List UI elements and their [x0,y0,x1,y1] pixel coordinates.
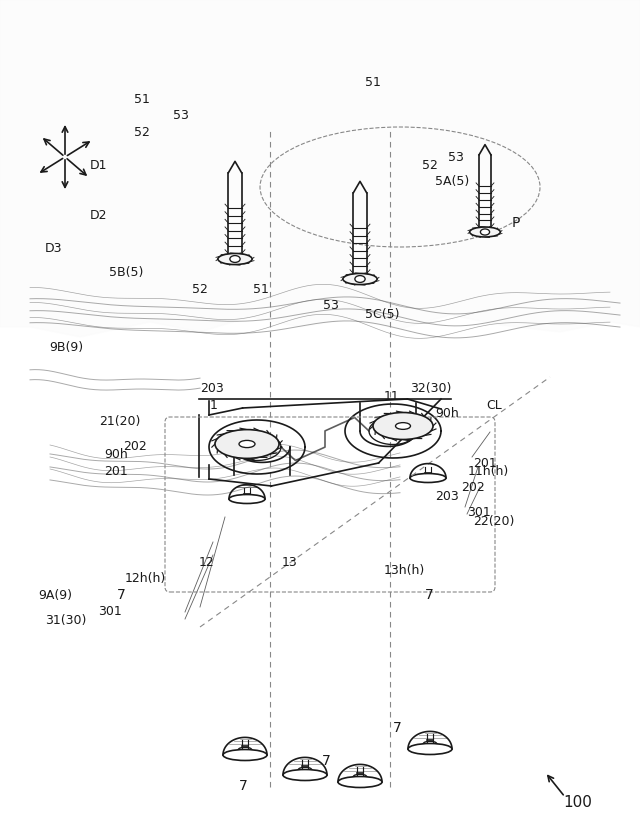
Ellipse shape [373,413,433,439]
Text: 51: 51 [365,76,381,89]
Text: 9B(9): 9B(9) [49,341,83,354]
Text: 21(20): 21(20) [99,415,141,428]
Text: 13h(h): 13h(h) [384,564,425,577]
Text: 53: 53 [173,109,189,122]
Text: 22(20): 22(20) [474,514,515,528]
Ellipse shape [239,748,252,752]
Text: 7: 7 [392,721,401,734]
Text: 5B(5): 5B(5) [109,266,143,280]
Text: 100: 100 [563,795,592,810]
Text: 9A(9): 9A(9) [38,589,72,602]
Text: 5C(5): 5C(5) [365,308,399,321]
Text: 7: 7 [117,589,126,602]
Ellipse shape [408,743,452,754]
Text: 1: 1 [210,399,218,412]
Text: D3: D3 [45,241,62,255]
Text: 203: 203 [200,382,224,395]
Text: 7: 7 [239,779,248,792]
Text: 13: 13 [282,556,298,569]
Text: 7: 7 [424,589,433,602]
Ellipse shape [229,495,265,504]
Text: 202: 202 [461,481,484,495]
Text: D1: D1 [90,159,107,172]
Ellipse shape [223,749,267,761]
Text: 11h(h): 11h(h) [467,465,508,478]
Text: 32(30): 32(30) [410,382,451,395]
Ellipse shape [353,774,367,779]
Ellipse shape [396,423,410,429]
Text: 52: 52 [192,283,208,296]
Text: 11: 11 [384,390,400,404]
Text: CL: CL [486,399,502,412]
Text: 5A(5): 5A(5) [435,175,470,189]
Text: D2: D2 [90,208,107,222]
Ellipse shape [481,229,490,235]
Text: 203: 203 [435,490,459,503]
Ellipse shape [239,441,255,447]
Ellipse shape [230,256,240,262]
Text: 31(30): 31(30) [45,614,86,627]
Ellipse shape [215,429,279,458]
Text: 201: 201 [104,465,128,478]
Ellipse shape [298,767,312,772]
Ellipse shape [338,777,382,787]
Text: 53: 53 [448,151,464,164]
Text: 52: 52 [422,159,438,172]
Text: 301: 301 [98,605,122,619]
Text: 90h: 90h [435,407,459,420]
Text: 12h(h): 12h(h) [125,572,166,586]
Ellipse shape [355,275,365,282]
Polygon shape [0,0,640,337]
Text: 202: 202 [124,440,147,453]
Text: 51: 51 [253,283,269,296]
Ellipse shape [343,274,377,284]
Text: 53: 53 [323,299,339,313]
Ellipse shape [424,741,436,746]
Ellipse shape [410,474,446,482]
Text: 301: 301 [467,506,491,519]
Text: 90h: 90h [104,448,128,461]
Text: P: P [512,217,520,230]
Ellipse shape [218,253,252,265]
Text: 52: 52 [134,126,150,139]
Text: 12: 12 [198,556,214,569]
Ellipse shape [283,769,327,781]
Text: 7: 7 [322,754,331,767]
Ellipse shape [470,227,500,237]
Text: 201: 201 [474,457,497,470]
Text: 51: 51 [134,93,150,106]
